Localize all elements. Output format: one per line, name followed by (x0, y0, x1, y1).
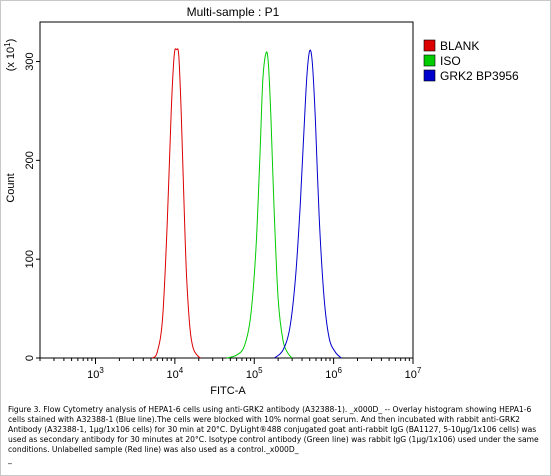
chart-title: Multi-sample : P1 (187, 5, 280, 19)
y-tick-label: 300 (24, 52, 36, 70)
legend-label: BLANK (440, 39, 479, 53)
x-axis: 103 104 105 106 107 (39, 358, 422, 381)
x-tick-label: 103 (87, 366, 104, 381)
series-line-grk2-bp3956 (274, 49, 342, 359)
y-axis: 0 100 200 300 (24, 52, 40, 361)
y-tick-label: 0 (24, 355, 36, 361)
series-line-blank (151, 48, 201, 359)
figure-caption: Figure 3. Flow Cytometry analysis of HEP… (8, 405, 539, 464)
y-tick-label: 100 (24, 250, 36, 268)
x-tick-label: 105 (246, 366, 263, 381)
x-tick-label: 104 (167, 366, 184, 381)
legend-label: ISO (440, 54, 461, 68)
x-tick-label: 106 (325, 366, 342, 381)
legend-swatch (423, 69, 436, 82)
series-line-iso (226, 51, 293, 359)
legend-label: GRK2 BP3956 (440, 69, 519, 83)
x-axis-label: FITC-A (210, 385, 246, 397)
y-axis-label: Count (5, 173, 17, 202)
flow-cytometry-histogram: Multi-sample : P1 (x 101) Count FITC-A 0… (3, 5, 519, 397)
plot-area (39, 21, 414, 359)
y-tick-label: 200 (24, 151, 36, 169)
histogram-series (151, 48, 342, 359)
legend-swatch (423, 54, 436, 67)
y-multiplier: (x 101) (3, 39, 17, 72)
legend-swatch (423, 39, 436, 52)
x-tick-label: 107 (405, 366, 422, 381)
